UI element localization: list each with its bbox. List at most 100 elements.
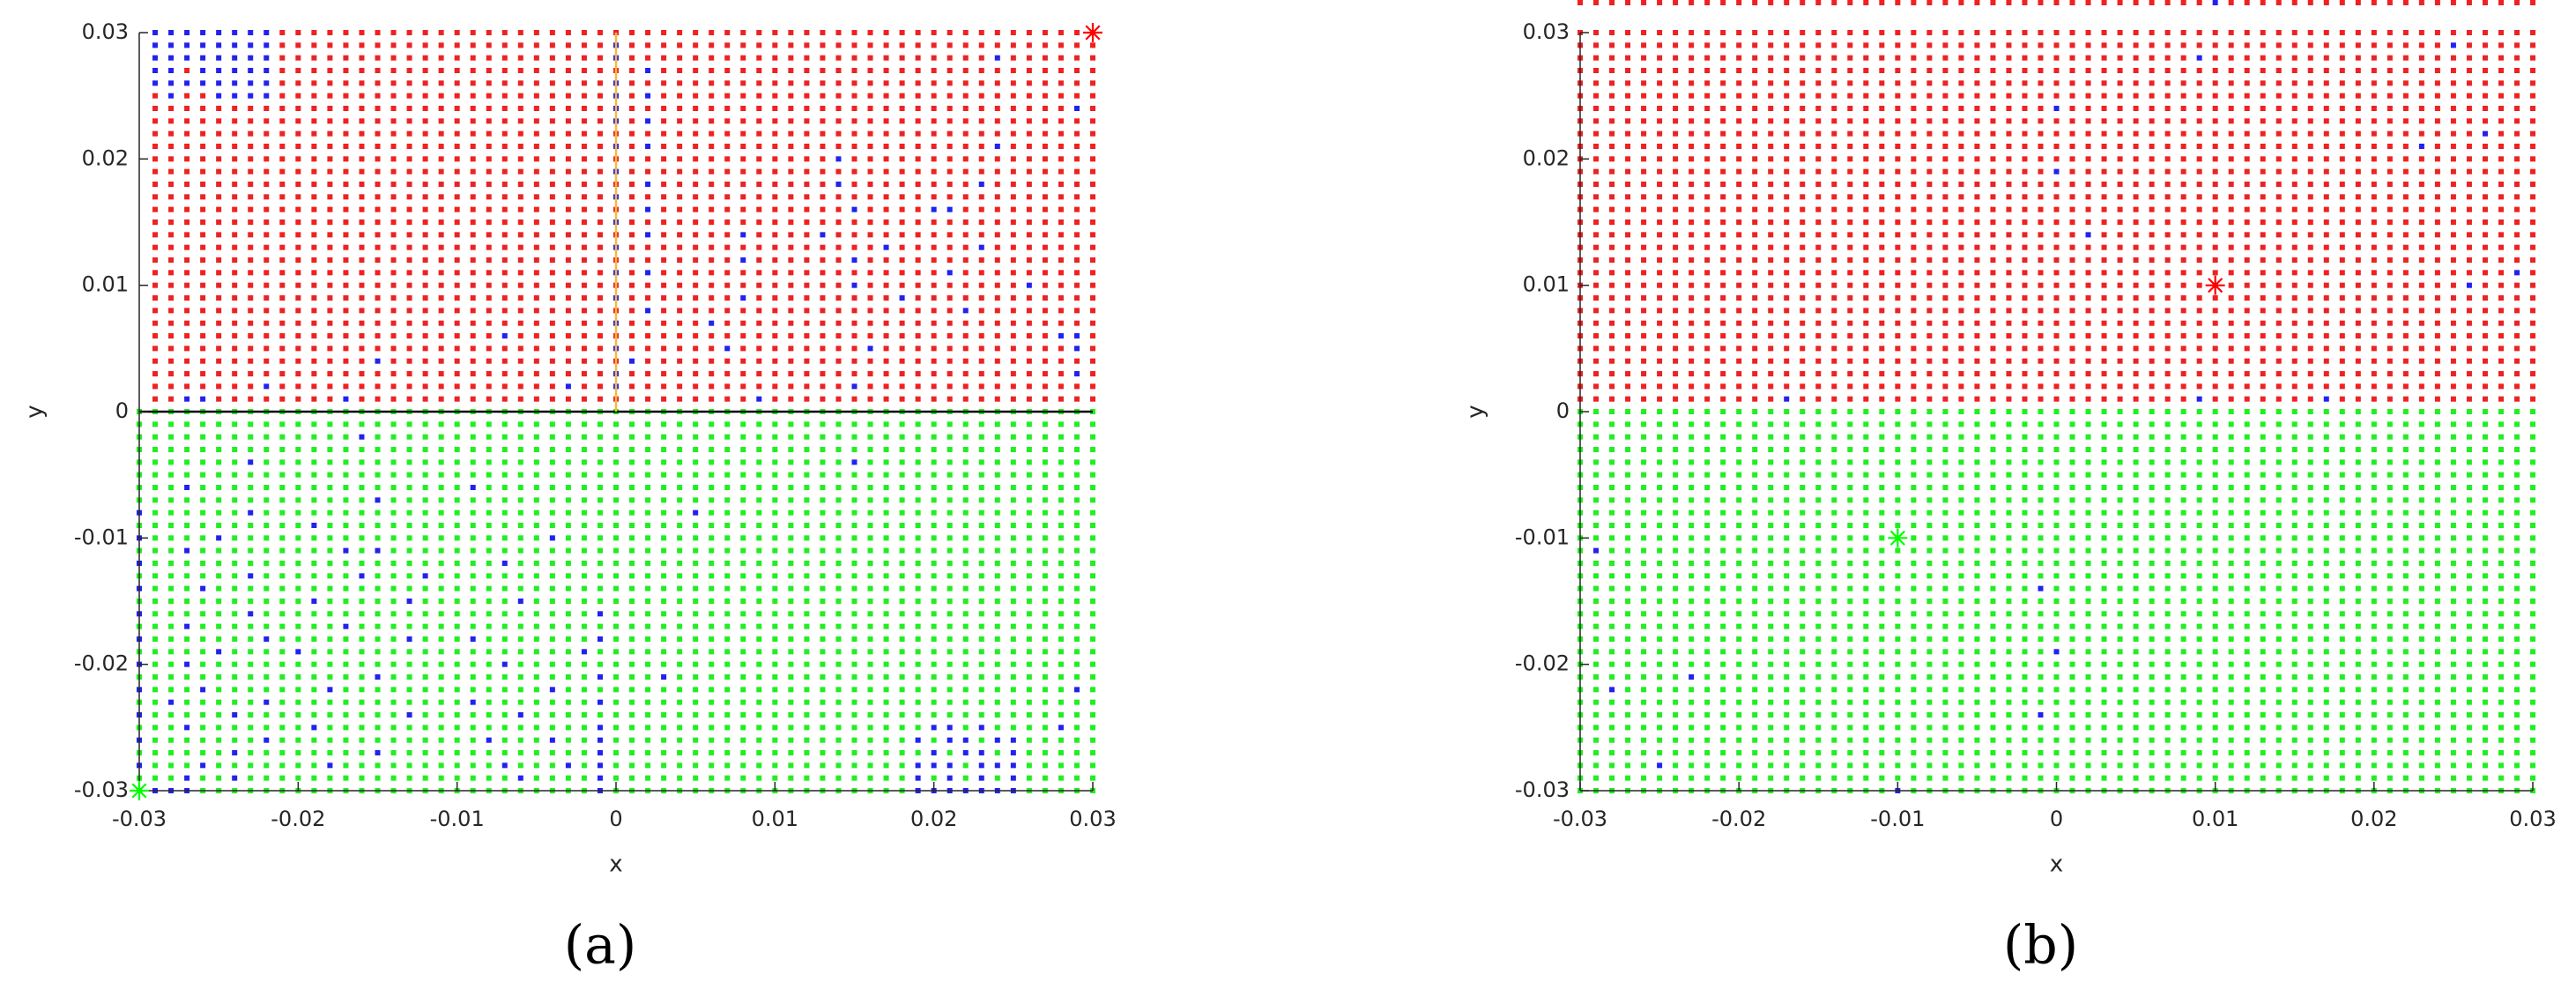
dot — [152, 320, 159, 326]
dot — [851, 611, 857, 617]
dot — [899, 509, 905, 516]
dot — [788, 599, 794, 604]
dot — [168, 472, 174, 478]
dot — [168, 535, 174, 541]
dot — [978, 599, 984, 604]
dot — [883, 523, 889, 528]
dot — [327, 725, 333, 731]
dot — [454, 30, 460, 35]
dot — [295, 459, 301, 465]
dot — [978, 206, 984, 212]
dot — [915, 750, 921, 755]
dot — [501, 168, 508, 175]
dot — [422, 333, 428, 338]
dot — [184, 130, 190, 137]
dot — [661, 623, 667, 629]
dot — [947, 68, 953, 73]
dot — [915, 42, 921, 48]
dot — [279, 497, 286, 503]
dot — [2149, 585, 2155, 591]
dot — [549, 219, 555, 225]
dot — [1090, 206, 1095, 212]
dot — [581, 206, 587, 212]
dot — [915, 509, 921, 516]
dot — [406, 509, 412, 516]
dot — [438, 308, 444, 314]
dot — [438, 497, 444, 503]
dot — [565, 257, 571, 263]
dot — [851, 750, 857, 755]
dot — [629, 55, 635, 61]
dot — [454, 687, 460, 693]
dot — [232, 699, 238, 705]
dot — [677, 561, 683, 566]
dot — [470, 130, 476, 137]
dot — [1026, 421, 1032, 428]
dot — [533, 611, 539, 617]
dot — [804, 295, 810, 301]
dot — [1847, 775, 1853, 781]
dot — [2149, 649, 2155, 655]
dot — [709, 447, 715, 452]
dot — [804, 346, 810, 352]
dot — [1911, 599, 1917, 604]
dot — [851, 282, 857, 288]
dot — [1026, 712, 1032, 718]
dot — [359, 144, 365, 149]
dot — [168, 636, 174, 642]
dot — [1026, 396, 1032, 402]
dot — [1800, 561, 1806, 566]
dot — [629, 156, 635, 162]
dot — [279, 68, 286, 73]
dot — [422, 421, 428, 428]
dot — [168, 232, 174, 238]
dot — [248, 611, 254, 617]
dot — [2307, 623, 2313, 629]
dot — [597, 308, 603, 314]
dot — [2530, 725, 2535, 731]
dot — [1704, 547, 1711, 554]
dot — [232, 623, 238, 629]
dot — [311, 509, 317, 516]
dot — [645, 725, 651, 731]
dot — [1090, 447, 1095, 452]
dot — [327, 611, 333, 617]
dot — [645, 611, 651, 617]
dot — [915, 396, 921, 402]
dot — [1090, 535, 1095, 541]
dot — [994, 421, 1000, 428]
dot — [152, 295, 159, 301]
dot — [1026, 295, 1032, 301]
dot — [2498, 547, 2504, 554]
dot — [962, 257, 969, 263]
dot — [454, 118, 460, 124]
dot — [1847, 712, 1853, 718]
dot — [486, 649, 492, 655]
dot — [2053, 750, 2060, 755]
dot — [2450, 687, 2456, 693]
dot — [2291, 573, 2298, 579]
dot — [645, 383, 651, 390]
dot — [2402, 599, 2409, 604]
dot — [899, 295, 905, 301]
dot — [804, 636, 810, 642]
dot — [899, 232, 905, 238]
dot — [264, 573, 270, 579]
dot — [200, 687, 206, 693]
dot — [343, 80, 349, 86]
dot — [1625, 611, 1631, 617]
dot — [375, 699, 381, 705]
dot — [2513, 636, 2520, 642]
dot — [390, 636, 397, 642]
dot — [406, 130, 412, 137]
dot — [184, 472, 190, 478]
dot — [438, 523, 444, 528]
dot — [613, 497, 619, 503]
dot — [359, 712, 365, 718]
dot — [788, 194, 794, 200]
dot — [645, 42, 651, 48]
dot — [501, 699, 508, 705]
dot — [851, 762, 857, 769]
dot — [724, 699, 731, 705]
dot — [1736, 725, 1742, 731]
